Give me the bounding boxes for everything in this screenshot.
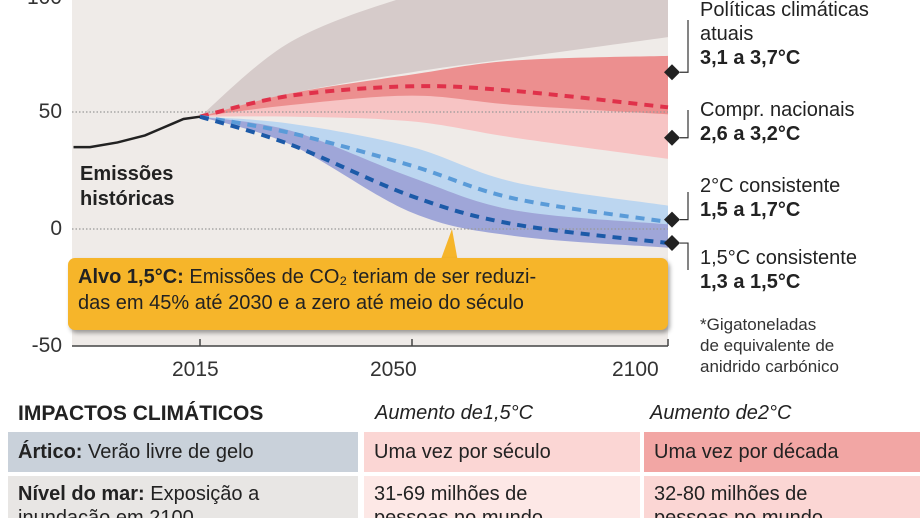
callout-pointer [440,229,458,262]
leader-line [680,110,689,139]
table-cell: Uma vez por década [644,432,920,472]
leader-line [680,242,689,270]
table-header-1-5c: Aumento de1,5°C [375,402,534,424]
marker-diamond [664,235,680,252]
historical-label-line: Emissões [80,163,174,185]
unit-note: *Gigatoneladas de equivalente de anidrid… [700,314,839,377]
y-tick-label: 0 [50,217,62,240]
leader-line [680,20,689,73]
table-cell: Uma vez por século [364,432,640,472]
callout-text: das em 45% até 2030 e a zero até meio do… [78,292,524,314]
band-policies [200,55,668,117]
row-label-bold: Ártico: [18,441,83,463]
marker-diamond [664,129,680,146]
series-1.5c-median [199,114,669,246]
historical-label-line: históricas [80,188,175,210]
legend-2c: 2°C consistente 1,5 a 1,7°C [700,174,840,222]
unit-note-line: de equivalente de [700,336,835,355]
historical-label: Emissões históricas [80,162,174,212]
y-tick-label: 50 [38,100,62,123]
band-1.5c [200,116,668,248]
table-cell: 32-80 milhões de pessoas no mundo [644,476,920,518]
y-tick-label: -50 [31,334,62,357]
table-cell: 31-69 milhões de pessoas no mundo [364,476,640,518]
band-policies-outer [200,0,668,117]
legend-1-5c: 1,5°C consistente 1,3 a 1,5°C [700,246,857,294]
x-tick-label: 2100 [612,358,659,381]
x-tick-label: 2015 [172,358,219,381]
callout-text: Emissões de CO₂ teriam de ser reduzi- [183,266,537,288]
y-tick-label: 100 [0,0,62,10]
legend-policies: Políticas climáticas atuais 3,1 a 3,7°C [700,0,910,70]
row-label-bold: Nível do mar: [18,483,145,505]
legend-range: 1,5 a 1,7°C [700,199,801,221]
historical-line [73,115,201,149]
leader-line [680,192,689,221]
row-label-text: Verão livre de gelo [82,441,254,463]
marker-diamond [664,211,680,228]
legend-range: 2,6 a 3,2°C [700,123,801,145]
table-row-label: Nível do mar: Exposição a inundação em 2… [8,476,358,518]
table-title: IMPACTOS CLIMÁTICOS [18,402,264,425]
table-row-label: Ártico: Verão livre de gelo [8,432,358,472]
series-policies-median [199,84,669,119]
callout-title: Alvo 1,5°C: [78,266,184,288]
row-label-text: Exposição a inundação em 2100 [18,483,260,518]
legend-name: 2°C consistente [700,175,841,197]
legend-name: Políticas climáticas atuais [700,0,869,45]
series-2c-median [199,114,669,224]
legend-range: 3,1 a 3,7°C [700,47,801,69]
x-tick-label: 2050 [370,358,417,381]
marker-diamond [664,64,680,81]
unit-note-line: *Gigatoneladas [700,315,817,334]
unit-note-line: anidrido carbónico [700,357,839,376]
legend-range: 1,3 a 1,5°C [700,271,801,293]
legend-ndc: Compr. nacionais 2,6 a 3,2°C [700,98,855,146]
target-callout: Alvo 1,5°C: Emissões de CO₂ teriam de se… [68,258,668,330]
table-header-2c: Aumento de2°C [650,402,792,424]
legend-name: 1,5°C consistente [700,247,857,269]
legend-name: Compr. nacionais [700,99,855,121]
